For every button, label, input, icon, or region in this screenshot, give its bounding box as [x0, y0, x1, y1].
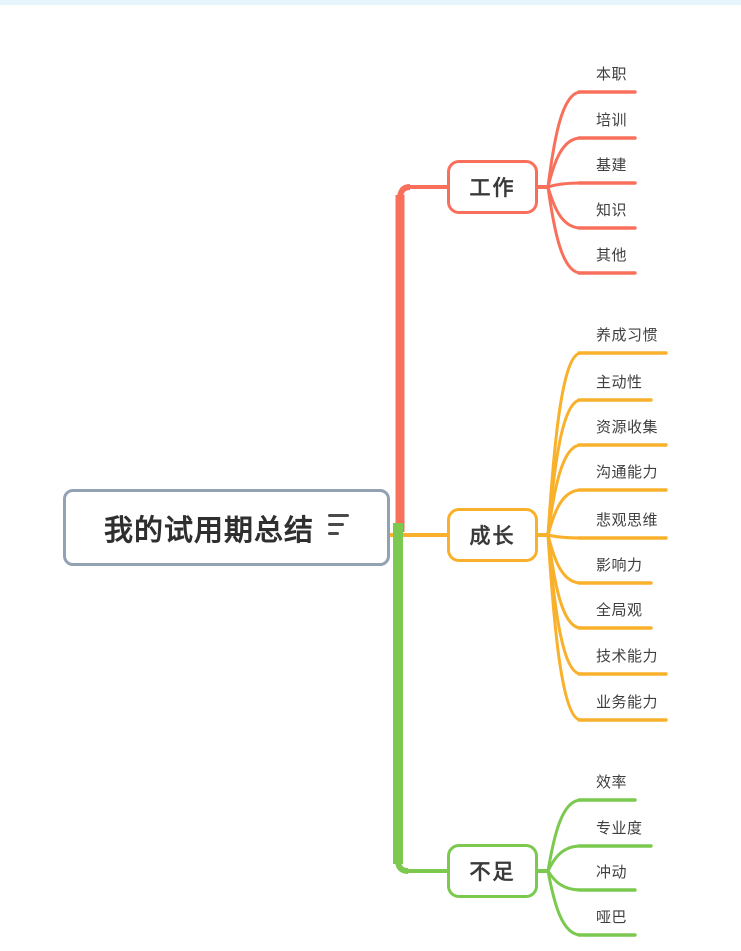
branch-line	[546, 533, 583, 722]
branch-topic-growth[interactable]: 成长	[447, 508, 538, 562]
child-topic-label[interactable]: 冲动	[596, 864, 628, 881]
branch-topic-label: 工作	[469, 177, 516, 200]
child-topic-label[interactable]: 悲观思维	[596, 512, 659, 529]
branch-line	[546, 488, 583, 537]
branch-line	[546, 185, 583, 275]
child-topic-label[interactable]: 主动性	[596, 374, 643, 391]
branch-line	[546, 181, 583, 189]
branch-topic-shortcomings[interactable]: 不足	[447, 844, 538, 898]
child-topic-label[interactable]: 哑巴	[596, 909, 628, 926]
branch-topic-label: 成长	[469, 525, 516, 548]
child-topic-label[interactable]: 基建	[596, 157, 628, 174]
branch-line	[546, 844, 583, 873]
child-topic-label[interactable]: 影响力	[596, 557, 643, 574]
child-topic-label[interactable]: 培训	[596, 112, 628, 129]
top-band	[0, 0, 741, 5]
branch-line	[546, 869, 583, 892]
notes-icon[interactable]	[328, 514, 349, 535]
branch-line	[546, 869, 583, 937]
branch-topic-label: 不足	[469, 861, 516, 884]
branch-line	[546, 90, 583, 189]
branch-line	[546, 136, 583, 189]
child-topic-label[interactable]: 效率	[596, 774, 628, 791]
child-topic-label[interactable]: 技术能力	[596, 648, 659, 665]
branch-line	[546, 443, 583, 537]
child-topic-label[interactable]: 全局观	[596, 602, 643, 619]
root-topic-label: 我的试用期总结	[103, 514, 314, 547]
child-topic-label[interactable]: 养成习惯	[596, 327, 659, 344]
branch-line	[546, 533, 583, 540]
child-topic-label[interactable]: 其他	[596, 247, 628, 264]
child-topic-label[interactable]: 知识	[596, 202, 628, 219]
child-topic-label[interactable]: 沟通能力	[596, 464, 659, 481]
branch-line	[546, 798, 583, 873]
child-topic-label[interactable]: 专业度	[596, 820, 643, 837]
root-topic[interactable]: 我的试用期总结	[63, 489, 390, 566]
child-topic-label[interactable]: 业务能力	[596, 694, 659, 711]
child-topic-label[interactable]: 资源收集	[596, 419, 659, 436]
child-topic-label[interactable]: 本职	[596, 66, 628, 83]
branch-topic-work[interactable]: 工作	[447, 160, 538, 214]
